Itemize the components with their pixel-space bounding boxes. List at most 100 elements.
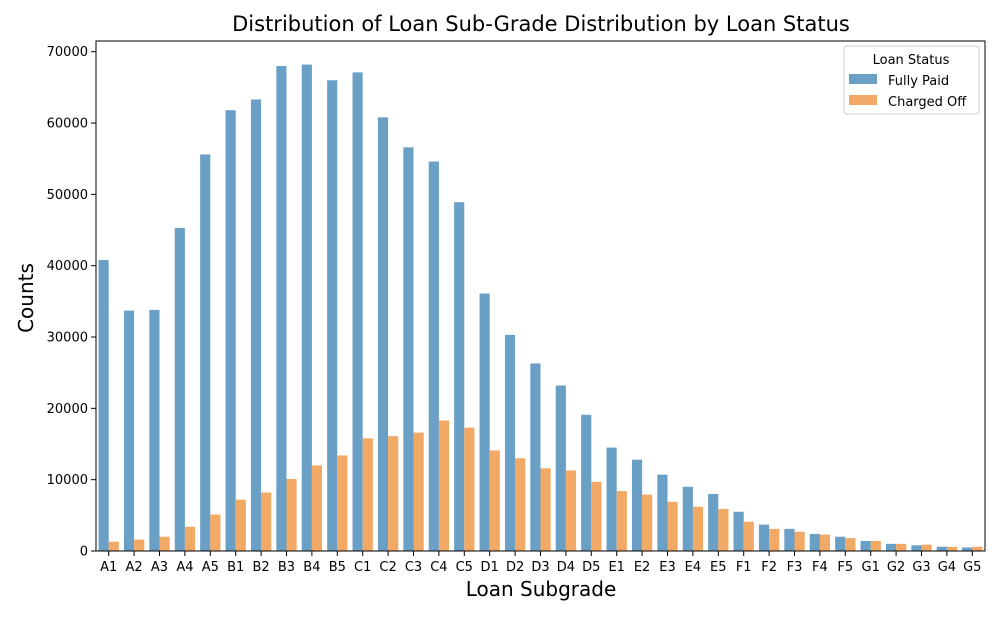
y-tick-label: 30000 <box>47 331 88 346</box>
x-tick-label: F5 <box>837 560 853 575</box>
bar-fully-paid-g4 <box>936 546 947 551</box>
y-tick-label: 10000 <box>47 473 88 488</box>
x-tick-label: B2 <box>252 560 269 575</box>
bar-charged-off-g1 <box>870 541 881 551</box>
x-tick-label: B5 <box>329 560 346 575</box>
bar-fully-paid-f1 <box>733 511 744 551</box>
x-tick-label: E1 <box>608 560 625 575</box>
x-tick-label: B1 <box>227 560 244 575</box>
bar-fully-paid-b4 <box>301 64 312 551</box>
bar-fully-paid-e1 <box>606 447 617 551</box>
bar-fully-paid-g2 <box>885 543 897 551</box>
x-tick-label: E4 <box>685 560 702 575</box>
x-tick-label: E3 <box>659 560 676 575</box>
bar-charged-off-b1 <box>235 499 246 551</box>
x-tick-label: C4 <box>430 560 447 575</box>
x-tick-label: D3 <box>531 560 549 575</box>
bar-charged-off-d2 <box>515 458 526 551</box>
bar-charged-off-e4 <box>692 506 704 551</box>
bar-fully-paid-f5 <box>835 536 846 551</box>
bar-fully-paid-a4 <box>174 227 185 551</box>
bar-charged-off-f5 <box>845 538 856 551</box>
bar-charged-off-f2 <box>769 528 780 551</box>
bar-charged-off-d3 <box>540 468 551 551</box>
y-axis-label: Counts <box>14 263 38 333</box>
bar-charged-off-g5 <box>972 546 983 551</box>
bar-fully-paid-c1 <box>352 72 363 551</box>
bar-charged-off-b4 <box>311 465 323 551</box>
bar-fully-paid-d4 <box>555 385 566 551</box>
bar-fully-paid-a5 <box>200 154 211 551</box>
y-tick-label: 70000 <box>47 45 88 60</box>
x-tick-label: C1 <box>354 560 371 575</box>
bar-charged-off-f3 <box>794 531 805 551</box>
x-tick-label: F1 <box>736 560 752 575</box>
bar-fully-paid-b3 <box>276 65 287 551</box>
x-tick-label: F2 <box>761 560 777 575</box>
x-tick-label: G2 <box>887 560 905 575</box>
y-tick-label: 50000 <box>47 188 88 203</box>
bar-fully-paid-c5 <box>454 202 465 551</box>
bar-charged-off-c2 <box>388 436 399 551</box>
bar-charged-off-e3 <box>667 501 678 551</box>
y-tick-label: 60000 <box>47 117 88 132</box>
bar-charged-off-a2 <box>134 539 145 551</box>
bar-charged-off-a1 <box>108 541 119 551</box>
x-tick-label: F3 <box>787 560 803 575</box>
bar-charged-off-f1 <box>743 521 754 551</box>
x-tick-label: A4 <box>176 560 193 575</box>
legend: Loan Status Fully Paid Charged Off <box>843 45 980 115</box>
bar-charged-off-g2 <box>896 543 907 551</box>
bar-charged-off-e5 <box>718 508 729 551</box>
bar-charged-off-d1 <box>489 450 500 551</box>
legend-swatch-fully-paid <box>849 74 877 84</box>
x-tick-label: D2 <box>506 560 524 575</box>
bar-charged-off-b3 <box>286 478 297 551</box>
bar-fully-paid-c2 <box>377 117 389 551</box>
bar-charged-off-a3 <box>159 536 170 551</box>
x-tick-label: C5 <box>456 560 473 575</box>
bar-charged-off-b5 <box>337 455 348 551</box>
legend-label-charged-off: Charged Off <box>888 95 967 110</box>
y-tick-label: 0 <box>80 545 88 560</box>
x-tick-label: G4 <box>938 560 956 575</box>
x-tick-label: E5 <box>710 560 727 575</box>
plot-area: 0 10000 20000 30000 40000 50000 60000 70000 A1 A2… <box>47 40 986 575</box>
bar-fully-paid-d1 <box>479 293 490 551</box>
bar-charged-off-d4 <box>565 470 577 551</box>
bar-charged-off-g4 <box>946 546 958 551</box>
bar-fully-paid-e4 <box>682 486 693 551</box>
bar-fully-paid-b1 <box>225 110 236 551</box>
bar-fully-paid-f3 <box>784 528 795 551</box>
x-tick-label: B3 <box>278 560 295 575</box>
bar-fully-paid-d2 <box>504 334 516 551</box>
bar-fully-paid-a3 <box>149 309 160 551</box>
x-tick-label: B4 <box>303 560 320 575</box>
bar-charged-off-a4 <box>184 526 196 551</box>
bar-fully-paid-d5 <box>581 414 592 551</box>
bar-charged-off-e2 <box>642 494 653 551</box>
legend-label-fully-paid: Fully Paid <box>888 74 949 89</box>
bar-charged-off-d5 <box>591 481 602 551</box>
x-tick-label: D5 <box>582 560 600 575</box>
chart-title: Distribution of Loan Sub-Grade Distribut… <box>232 12 850 36</box>
bar-fully-paid-a2 <box>123 310 135 551</box>
legend-box <box>843 45 980 115</box>
bar-fully-paid-b5 <box>327 80 338 551</box>
x-tick-label: D1 <box>481 560 499 575</box>
bar-charged-off-b2 <box>261 492 272 551</box>
bar-fully-paid-g1 <box>860 541 871 551</box>
legend-title: Loan Status <box>873 53 950 68</box>
bar-fully-paid-c3 <box>403 147 414 551</box>
y-tick-label: 20000 <box>47 402 88 417</box>
bar-charged-off-c4 <box>438 420 450 551</box>
x-tick-label: A3 <box>151 560 168 575</box>
bar-charged-off-e1 <box>616 491 627 551</box>
x-tick-label: A2 <box>126 560 143 575</box>
bar-fully-paid-e5 <box>708 493 719 551</box>
bar-fully-paid-g3 <box>911 545 922 551</box>
bar-fully-paid-a1 <box>98 259 109 551</box>
x-axis-label: Loan Subgrade <box>466 577 617 601</box>
bar-charged-off-c5 <box>464 427 475 551</box>
